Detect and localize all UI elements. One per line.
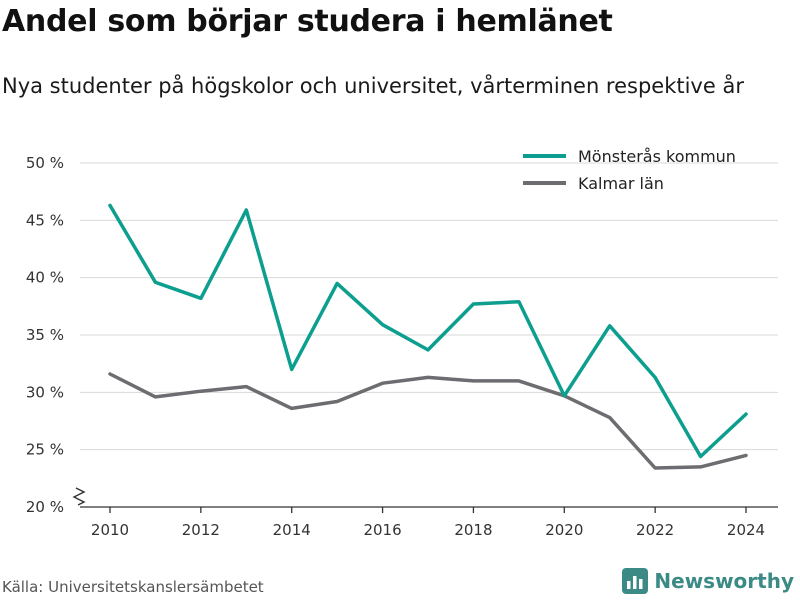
y-axis-ticks: 20 % 25 % 30 % 35 % 40 % 45 % 50 % bbox=[26, 154, 86, 516]
x-tick-label: 2014 bbox=[273, 521, 311, 539]
bar-chart-logo-icon bbox=[622, 568, 649, 594]
x-axis: 2010 2012 2014 2016 2018 2020 2022 2024 bbox=[80, 506, 778, 539]
y-tick-label: 50 % bbox=[26, 154, 64, 172]
x-tick-label: 2012 bbox=[182, 521, 220, 539]
x-tick-label: 2018 bbox=[454, 521, 492, 539]
chart-title: Andel som börjar studera i hemlänet bbox=[2, 4, 613, 39]
y-tick-label: 45 % bbox=[26, 211, 64, 229]
chart-subtitle: Nya studenter på högskolor och universit… bbox=[2, 74, 744, 98]
x-tick-label: 2010 bbox=[91, 521, 129, 539]
y-tick-label: 40 % bbox=[26, 269, 64, 287]
x-tick-label: 2020 bbox=[545, 521, 583, 539]
brand-logo: Newsworthy bbox=[622, 568, 794, 594]
y-tick-label: 35 % bbox=[26, 326, 64, 344]
y-tick-label: 30 % bbox=[26, 383, 64, 401]
source-note: Källa: Universitetskanslersämbetet bbox=[2, 578, 264, 596]
y-tick-label: 25 % bbox=[26, 441, 64, 459]
legend-label-0: Mönsterås kommun bbox=[578, 147, 736, 166]
series-line-0 bbox=[108, 203, 748, 459]
legend: Mönsterås kommun Kalmar län bbox=[523, 147, 736, 193]
x-tick-label: 2024 bbox=[727, 521, 765, 539]
y-axis-break-icon bbox=[72, 487, 86, 506]
grid-lines bbox=[80, 162, 778, 451]
y-tick-label: 20 % bbox=[26, 498, 64, 516]
x-tick-label: 2016 bbox=[363, 521, 401, 539]
legend-label-1: Kalmar län bbox=[578, 174, 664, 193]
series-line-1 bbox=[108, 372, 748, 470]
brand-name: Newsworthy bbox=[654, 569, 794, 593]
x-tick-label: 2022 bbox=[636, 521, 674, 539]
series-lines bbox=[108, 203, 748, 470]
